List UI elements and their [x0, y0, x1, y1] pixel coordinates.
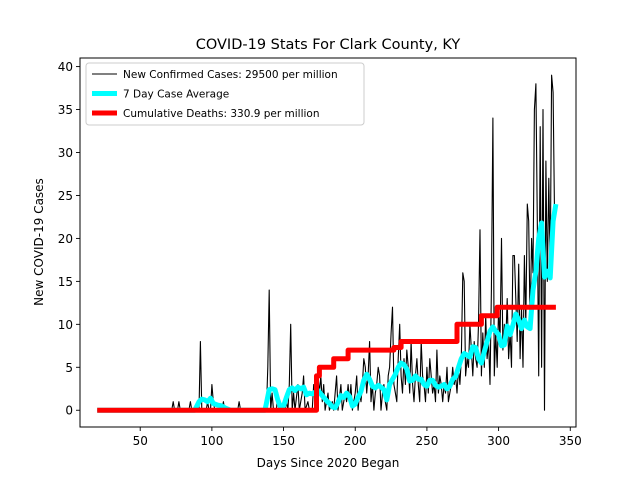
y-tick-label: 35: [58, 103, 73, 117]
y-tick-label: 20: [58, 232, 73, 246]
plot-area: [97, 74, 559, 413]
legend: New Confirmed Cases: 29500 per million 7 …: [85, 62, 365, 126]
x-axis-label: Days Since 2020 Began: [257, 456, 400, 470]
x-tick-label: 150: [272, 434, 295, 448]
legend-label-1: New Confirmed Cases: 29500 per million: [123, 69, 338, 81]
x-tick-label: 250: [415, 434, 438, 448]
y-tick-label: 15: [58, 275, 73, 289]
axes: 50 100 150 200 250 300 350 0 5 10 15 20 25 30 35 40: [58, 57, 582, 448]
legend-label-2: 7 Day Case Average: [123, 89, 229, 101]
chart-title: COVID-19 Stats For Clark County, KY: [196, 37, 461, 53]
y-tick-label: 0: [65, 404, 73, 418]
plot-frame: [79, 57, 577, 428]
legend-label-3: Cumulative Deaths: 330.9 per million: [123, 108, 320, 120]
legend-box: [85, 62, 365, 126]
x-tick-label: 50: [133, 434, 148, 448]
y-tick-label: 5: [65, 361, 73, 375]
y-tick-label: 10: [58, 318, 73, 332]
series-line-2: [97, 203, 559, 413]
x-tick-label: 200: [344, 434, 367, 448]
x-tick-label: 100: [200, 434, 223, 448]
x-tick-label: 350: [559, 434, 582, 448]
y-axis-label: New COVID-19 Cases: [32, 178, 46, 306]
x-tick-label: 300: [487, 434, 510, 448]
series-line-3: [97, 304, 556, 413]
y-tick-label: 30: [58, 146, 73, 160]
y-tick-label: 25: [58, 189, 73, 203]
y-tick-label: 40: [58, 60, 73, 74]
